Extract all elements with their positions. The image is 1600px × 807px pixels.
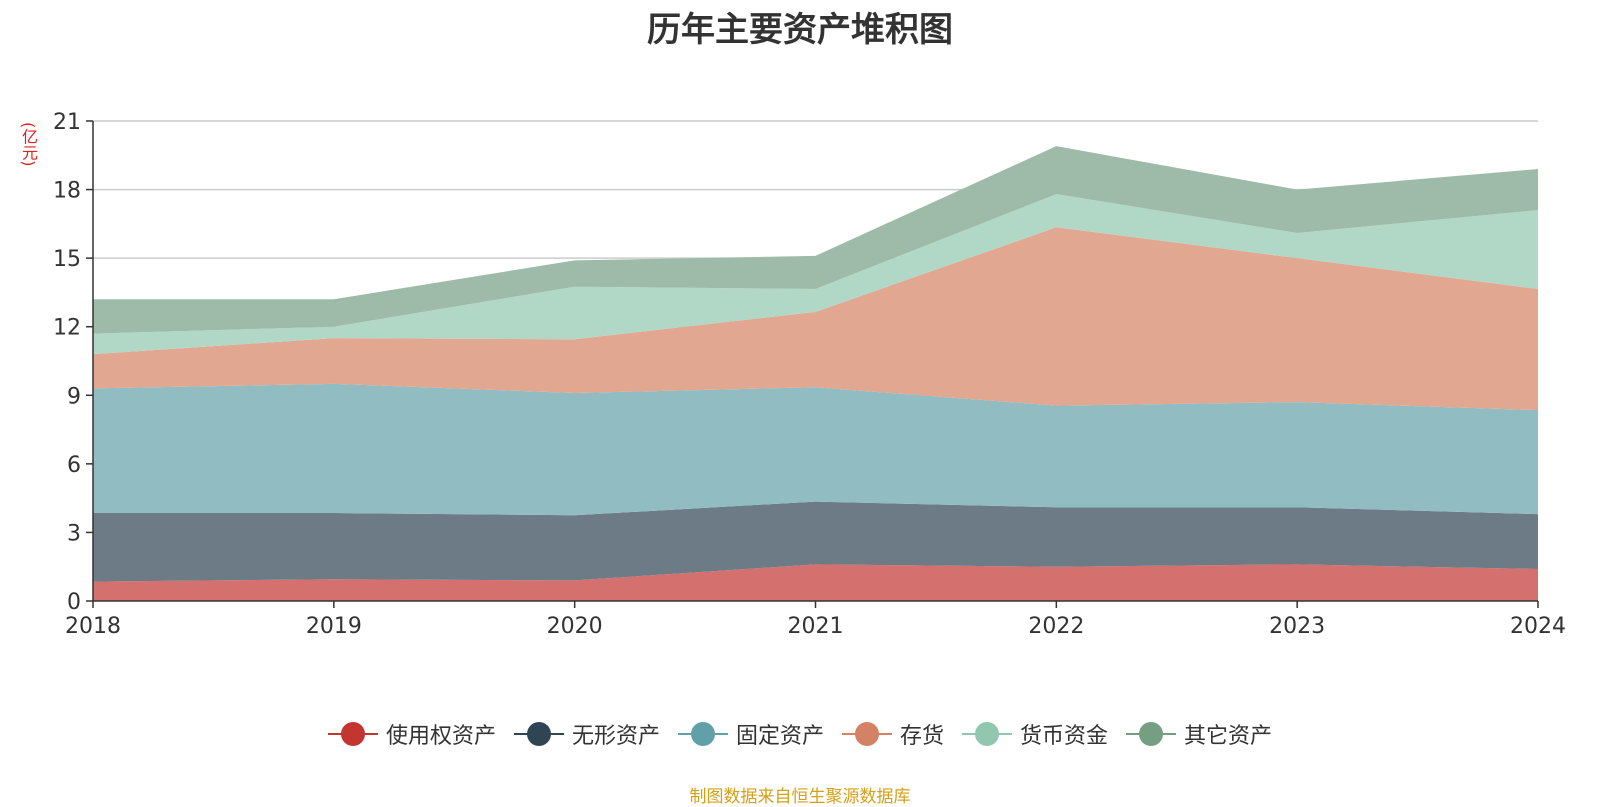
area-series-3 [93,383,1538,516]
y-tick-label: 3 [67,521,81,546]
legend-marker-icon [842,721,892,747]
legend-marker-icon [327,721,378,747]
legend-item-2[interactable]: 无形资产 [513,718,660,750]
legend-label: 其它资产 [1184,724,1273,749]
x-tick-label: 2019 [306,614,362,639]
x-tick-label: 2020 [547,614,603,639]
legend-item-1[interactable]: 使用权资产 [327,718,496,750]
x-tick-label: 2021 [788,614,844,639]
y-tick-label: 21 [53,110,81,135]
area-series-6 [93,146,1538,334]
y-axis-unit: (亿元) [19,122,38,167]
area-series-1 [93,564,1538,601]
legend-marker-icon [1126,721,1177,747]
area-series-5 [93,194,1538,355]
x-tick-label: 2018 [65,614,121,639]
y-tick-label: 15 [53,247,81,272]
legend: 使用权资产 无形资产 固定资产 存货 货币资金 其它资产 [0,718,1600,750]
x-tick-label: 2024 [1510,614,1566,639]
legend-label: 存货 [900,724,945,749]
legend-item-3[interactable]: 固定资产 [677,718,824,750]
source-footer: 制图数据来自恒生聚源数据库 [689,787,911,807]
legend-label: 货币资金 [1020,724,1109,749]
legend-marker-icon [677,721,728,747]
legend-label: 固定资产 [735,724,824,749]
legend-label: 无形资产 [571,724,660,749]
legend-marker-icon [962,721,1013,747]
legend-marker-icon [513,721,564,747]
y-tick-label: 12 [53,316,81,341]
area-series [93,146,1538,601]
chart-title: 历年主要资产堆积图 [647,10,953,50]
area-series-2 [93,501,1538,582]
legend-item-5[interactable]: 货币资金 [962,718,1108,750]
legend-item-6[interactable]: 其它资产 [1126,718,1272,750]
axes: 0 3 6 9 12 15 18 21 2018 2019 2020 2021 2022 2023 2024 [53,110,1566,639]
x-tick-label: 2023 [1269,614,1325,639]
y-tick-label: 18 [53,179,81,204]
legend-item-4[interactable]: 存货 [842,718,944,750]
y-tick-label: 0 [67,590,81,615]
y-tick-label: 9 [67,384,81,409]
area-series-4 [93,227,1538,411]
legend-label: 使用权资产 [385,724,496,749]
y-tick-label: 6 [67,453,81,478]
x-tick-label: 2022 [1028,614,1084,639]
